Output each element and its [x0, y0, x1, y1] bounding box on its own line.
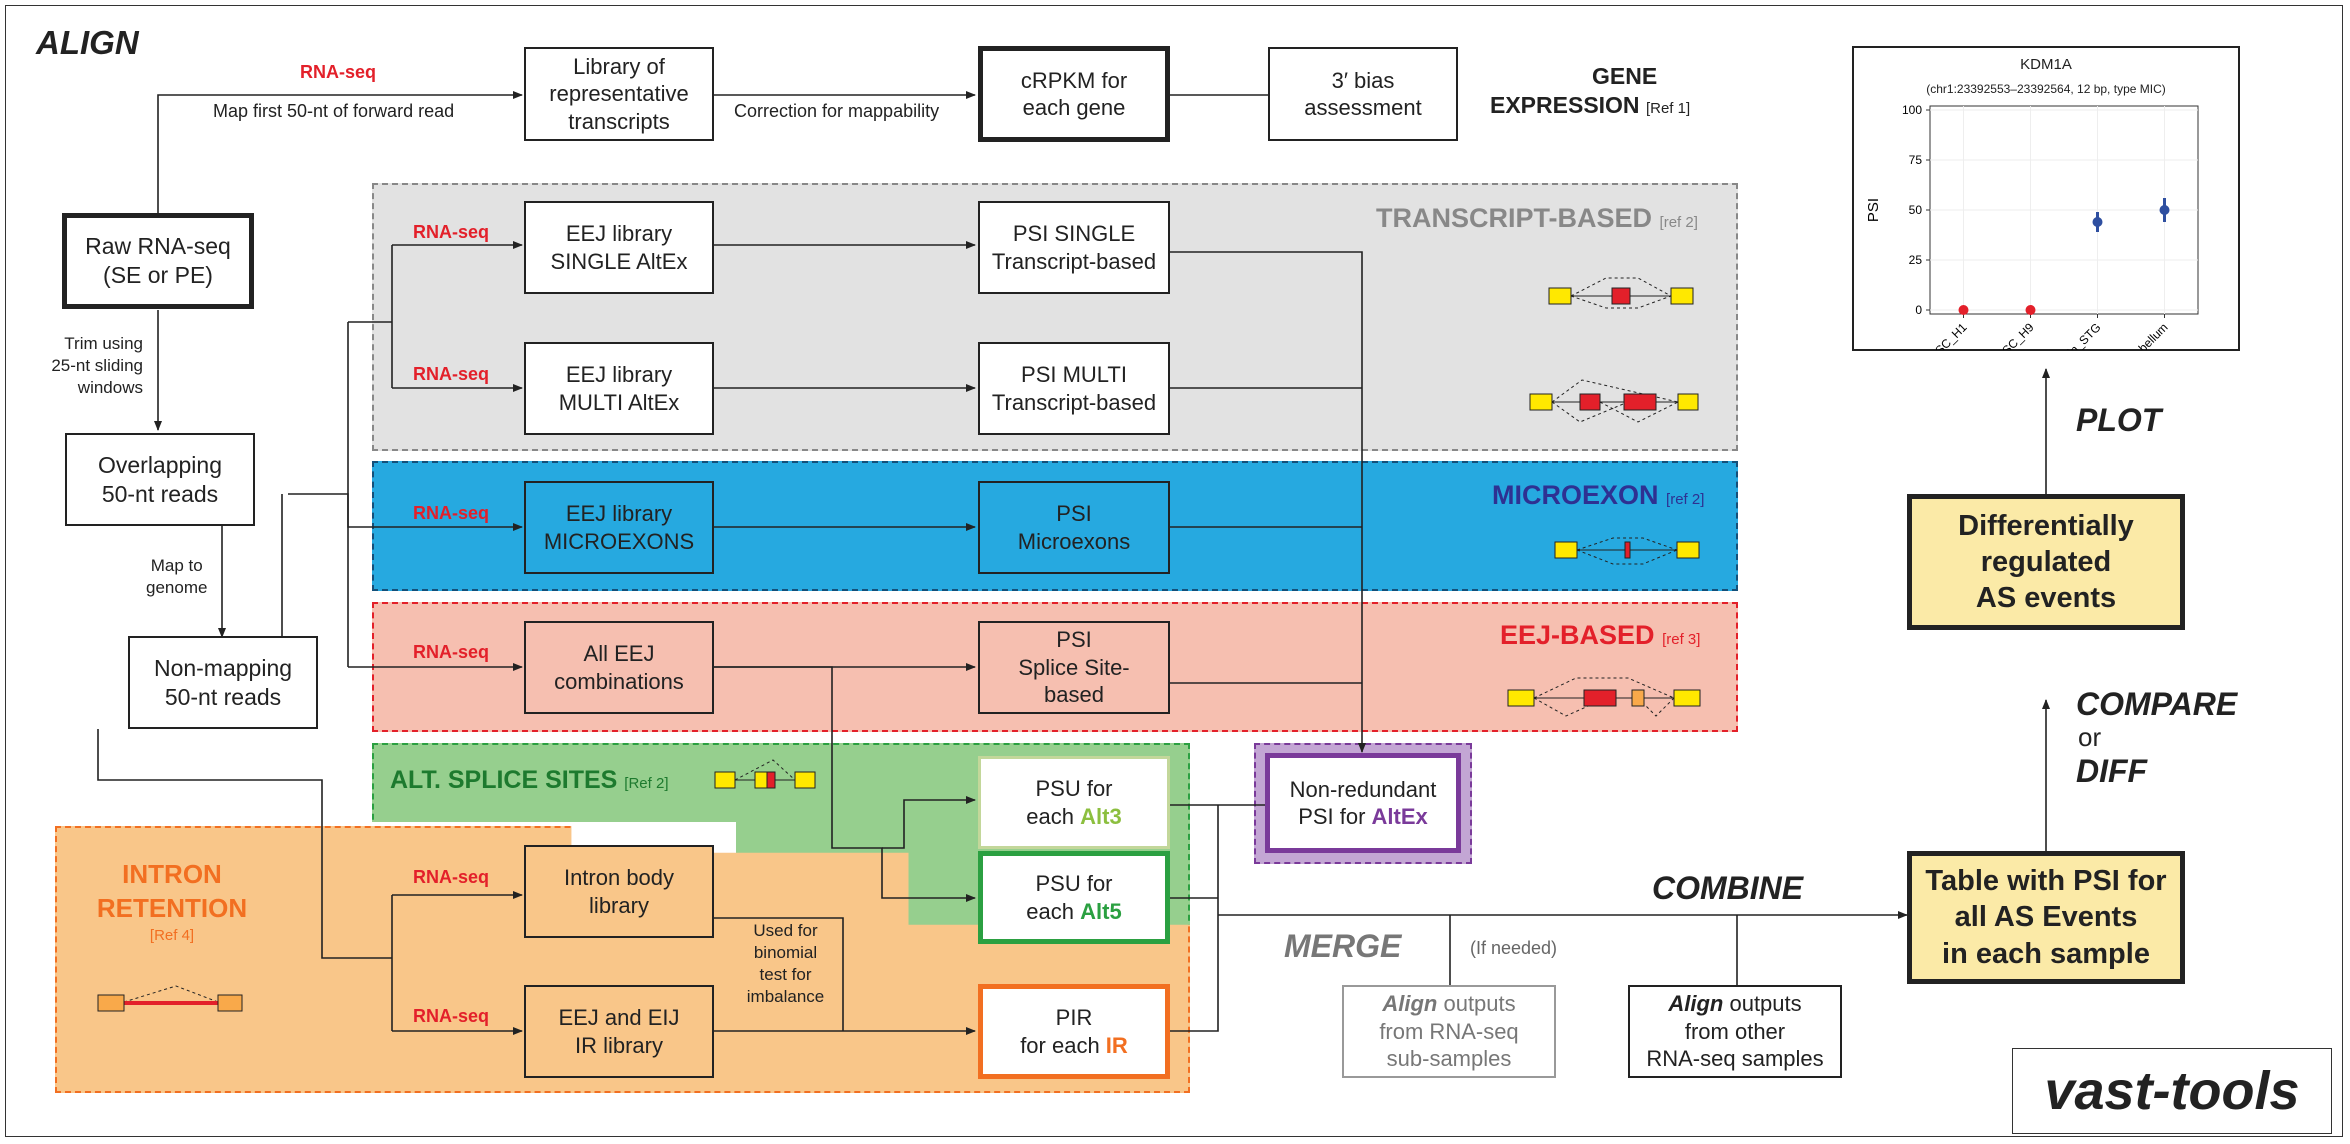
diff-regulated-box: Differentially regulated AS events [1907, 494, 2185, 630]
rnaseq-label-eej: RNA-seq [413, 642, 490, 662]
binomial-test-label: Used for binomial test for imbalance [746, 921, 825, 1007]
map-genome-label: Map to genome [146, 556, 208, 598]
compare-diff-label: COMPARE or DIFF [2076, 686, 2238, 789]
bias-box: 3′ bias assessment [1268, 47, 1458, 141]
rnaseq-label-single: RNA-seq [413, 222, 490, 242]
psu-alt5-box: PSU for each Alt5 [978, 851, 1170, 944]
eej-single-box: EEJ library SINGLE AltEx [524, 201, 714, 294]
outer-frame [5, 5, 2343, 1137]
y-tick-label: 25 [1909, 253, 1923, 267]
crpkm-box: cRPKM for each gene [978, 46, 1170, 142]
combine-title: COMBINE [1652, 870, 1804, 906]
intron-retention-title: INTRON RETENTION [Ref 4] [96, 859, 248, 944]
chart-subtitle: (chr1:23392553–23392564, 12 bp, type MIC… [1926, 82, 2166, 96]
map-first-label: Map first 50-nt of forward read [213, 101, 455, 121]
rnaseq-label-intron-body: RNA-seq [413, 867, 490, 887]
psi-microexons-box: PSI Microexons [978, 481, 1170, 574]
gene-expression-label: GENE EXPRESSION [Ref 1] [1490, 63, 1691, 118]
psi-multi-box: PSI MULTI Transcript-based [978, 342, 1170, 435]
rnaseq-label-top: RNA-seq [300, 62, 377, 82]
library-representative-box: Library of representative transcripts [524, 47, 714, 141]
trim-label: Trim using 25-nt sliding windows [51, 334, 143, 398]
microexon-title: MICROEXON [ref 2] [1492, 480, 1705, 510]
brand-name: vast-tools [2044, 1061, 2300, 1121]
non-mapping-reads-box: Non-mapping 50-nt reads [128, 636, 318, 729]
if-needed-label: (If needed) [1470, 938, 1558, 958]
chart-title: KDM1A [2020, 56, 2072, 73]
single-altex-glyph [1548, 277, 1694, 309]
data-point [1958, 305, 1969, 315]
data-point [2159, 205, 2170, 215]
microexon-glyph [1554, 537, 1700, 565]
non-redundant-box: Non-redundant PSI for AltEx [1265, 753, 1461, 853]
plot-title: PLOT [2076, 402, 2162, 438]
psi-splice-site-box: PSI Splice Site-based [978, 621, 1170, 714]
y-tick-label: 0 [1915, 303, 1922, 317]
rnaseq-label-micro: RNA-seq [413, 503, 490, 523]
eej-based-title: EEJ-BASED [ref 3] [1500, 620, 1701, 650]
x-tick-label: Cerebellum [2117, 320, 2170, 350]
altex-label: AltEx [1371, 804, 1428, 829]
intron-retention-glyph [97, 985, 243, 1012]
data-point [2025, 305, 2036, 315]
data-point [2092, 217, 2103, 227]
rnaseq-label-multi: RNA-seq [413, 364, 490, 384]
alt5-label: Alt5 [1080, 898, 1122, 924]
align-sub-samples-box: Align outputs from RNA-seq sub-samples [1342, 985, 1556, 1078]
pir-box: PIR for each IR [978, 984, 1170, 1079]
correction-label: Correction for mappability [734, 101, 940, 121]
y-axis-label: PSI [1865, 198, 1882, 222]
alt3-label: Alt3 [1080, 803, 1122, 829]
ir-label: IR [1105, 1032, 1128, 1058]
x-tick-label: ESC_H9 [1994, 320, 2037, 350]
psi-chart: 0 25 50 75 100 ESC_H1 ESC_H9 Brain_STG Cerebellu… [1865, 103, 2199, 350]
psi-single-box: PSI SINGLE Transcript-based [978, 201, 1170, 294]
vast-tools-brand-box: vast-tools [2012, 1048, 2332, 1134]
y-tick-label: 100 [1902, 103, 1922, 117]
eej-eij-box: EEJ and EIJ IR library [524, 985, 714, 1078]
eej-based-glyph [1507, 677, 1701, 717]
align-other-samples-box: Align outputs from other RNA-seq samples [1628, 985, 1842, 1078]
x-tick-label: ESC_H1 [1927, 320, 1970, 350]
eej-multi-box: EEJ library MULTI AltEx [524, 342, 714, 435]
x-tick-label: Brain_STG [2052, 320, 2104, 350]
y-tick-label: 50 [1909, 203, 1923, 217]
transcript-based-title: TRANSCRIPT-BASED [ref 2] [1376, 203, 1698, 233]
psu-alt3-box: PSU for each Alt3 [978, 756, 1170, 849]
all-eej-box: All EEJ combinations [524, 621, 714, 714]
psi-table-box: Table with PSI for all AS Events in each s… [1907, 851, 2185, 984]
merge-title: MERGE [1284, 928, 1402, 964]
align-title: ALIGN [36, 24, 139, 61]
alt-splice-sites-title: ALT. SPLICE SITES [Ref 2] [390, 766, 669, 794]
raw-rnaseq-box: Raw RNA-seq (SE or PE) [62, 213, 254, 309]
rnaseq-label-eej-eij: RNA-seq [413, 1006, 490, 1026]
y-tick-label: 75 [1909, 153, 1923, 167]
alt-splice-glyph [714, 759, 816, 789]
eej-microexons-box: EEJ library MICROEXONS [524, 481, 714, 574]
psi-plot-panel: KDM1A (chr1:23392553–23392564, 12 bp, ty… [1852, 46, 2240, 351]
intron-body-box: Intron body library [524, 845, 714, 938]
overlapping-reads-box: Overlapping 50-nt reads [65, 433, 255, 526]
multi-altex-glyph [1529, 379, 1699, 423]
